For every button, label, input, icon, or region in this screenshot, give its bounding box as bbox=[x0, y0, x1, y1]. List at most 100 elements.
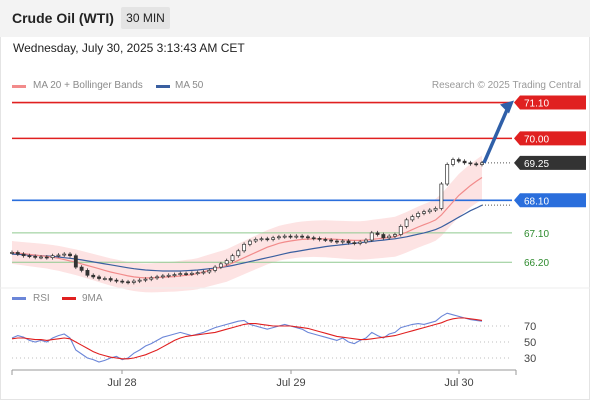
level-label-70.00: 70.00 bbox=[524, 134, 549, 145]
candle bbox=[439, 183, 444, 209]
candle bbox=[242, 243, 247, 252]
level-label-66.20: 66.20 bbox=[524, 258, 549, 269]
rsi-legend-label: RSI bbox=[33, 293, 50, 304]
candle bbox=[381, 234, 386, 239]
level-label-71.10: 71.10 bbox=[524, 99, 549, 110]
candle bbox=[468, 162, 473, 165]
candle bbox=[224, 260, 229, 265]
forecast-arrow-head bbox=[500, 100, 514, 114]
candle bbox=[184, 273, 189, 275]
candle bbox=[213, 266, 218, 271]
candle bbox=[201, 271, 206, 274]
candle bbox=[427, 209, 432, 213]
rsi-tick-50: 50 bbox=[524, 337, 536, 349]
candle bbox=[358, 241, 363, 244]
candle bbox=[276, 236, 281, 239]
ma50-legend-swatch bbox=[156, 85, 170, 88]
candle bbox=[91, 274, 96, 278]
candle bbox=[10, 252, 14, 254]
ma50-legend-label: MA 50 bbox=[175, 80, 204, 91]
rsi-tick-30: 30 bbox=[524, 353, 536, 365]
candle bbox=[230, 255, 235, 261]
candle bbox=[282, 235, 287, 238]
candle bbox=[39, 256, 43, 259]
candle bbox=[253, 239, 258, 242]
candle bbox=[456, 159, 461, 162]
candle bbox=[369, 232, 374, 241]
candle bbox=[387, 235, 392, 239]
candle bbox=[247, 240, 252, 245]
candle bbox=[352, 242, 357, 245]
candle bbox=[73, 255, 78, 268]
candle bbox=[346, 240, 351, 244]
candle bbox=[21, 253, 26, 257]
candle bbox=[85, 270, 90, 276]
level-badge-68.10 bbox=[514, 193, 586, 208]
x-tick-label: Jul 29 bbox=[276, 377, 305, 389]
copyright-text: Research © 2025 Trading Central bbox=[431, 80, 581, 91]
candle bbox=[172, 274, 177, 276]
candle bbox=[50, 255, 55, 259]
candle bbox=[451, 159, 455, 165]
candle bbox=[137, 279, 142, 282]
candle bbox=[143, 278, 148, 281]
rsi-tick-70: 70 bbox=[524, 321, 536, 333]
candle bbox=[79, 266, 84, 271]
candle bbox=[189, 272, 194, 275]
candle bbox=[462, 160, 467, 164]
candle bbox=[474, 163, 479, 166]
candle bbox=[108, 278, 113, 281]
candle bbox=[364, 239, 368, 243]
level-badge-71.10 bbox=[514, 95, 586, 110]
ma20-legend-label: MA 20 + Bollinger Bands bbox=[33, 80, 143, 91]
candle bbox=[126, 281, 130, 284]
candle bbox=[120, 280, 125, 283]
candle bbox=[300, 235, 305, 238]
candle bbox=[178, 273, 183, 275]
candle bbox=[317, 238, 322, 240]
candle bbox=[480, 162, 484, 165]
level-label-67.10: 67.10 bbox=[524, 229, 549, 240]
chart-header bbox=[0, 0, 590, 37]
candle bbox=[305, 236, 310, 239]
candle bbox=[311, 237, 316, 240]
level-label-68.10: 68.10 bbox=[524, 196, 549, 207]
candle bbox=[131, 280, 136, 283]
level-badge-70.00 bbox=[514, 131, 586, 146]
candle bbox=[33, 256, 38, 258]
candle bbox=[166, 274, 171, 277]
candle bbox=[27, 255, 32, 258]
candle bbox=[102, 278, 107, 280]
chart-title: Crude Oil (WTI) bbox=[12, 10, 114, 26]
candle bbox=[236, 250, 241, 257]
ma50-line bbox=[11, 204, 483, 272]
candle bbox=[62, 253, 67, 256]
candle bbox=[259, 238, 264, 241]
candle bbox=[416, 212, 421, 217]
candle bbox=[323, 239, 328, 241]
candle bbox=[335, 240, 339, 243]
candle bbox=[56, 254, 61, 257]
ma20-line bbox=[11, 177, 483, 279]
timeframe-badge[interactable]: 30 MIN bbox=[121, 7, 170, 29]
candle bbox=[445, 164, 450, 185]
candle bbox=[15, 252, 20, 255]
candle bbox=[271, 237, 276, 240]
chart-datetime: Wednesday, July 30, 2025 3:13:43 AM CET bbox=[13, 41, 245, 55]
rsi-ma-line bbox=[11, 317, 483, 360]
candle bbox=[265, 238, 270, 241]
candle bbox=[329, 239, 334, 242]
rsi-line bbox=[11, 312, 483, 363]
candle bbox=[114, 279, 119, 282]
candle bbox=[288, 235, 293, 238]
candle bbox=[433, 208, 438, 211]
x-tick-label: Jul 30 bbox=[444, 377, 473, 389]
ma20-legend-swatch bbox=[12, 85, 26, 88]
candle bbox=[207, 270, 212, 273]
rsi-ma-legend-swatch bbox=[62, 297, 76, 300]
candle bbox=[149, 277, 154, 280]
candle bbox=[393, 234, 397, 237]
candle bbox=[340, 240, 345, 243]
x-tick-label: Jul 28 bbox=[107, 377, 136, 389]
